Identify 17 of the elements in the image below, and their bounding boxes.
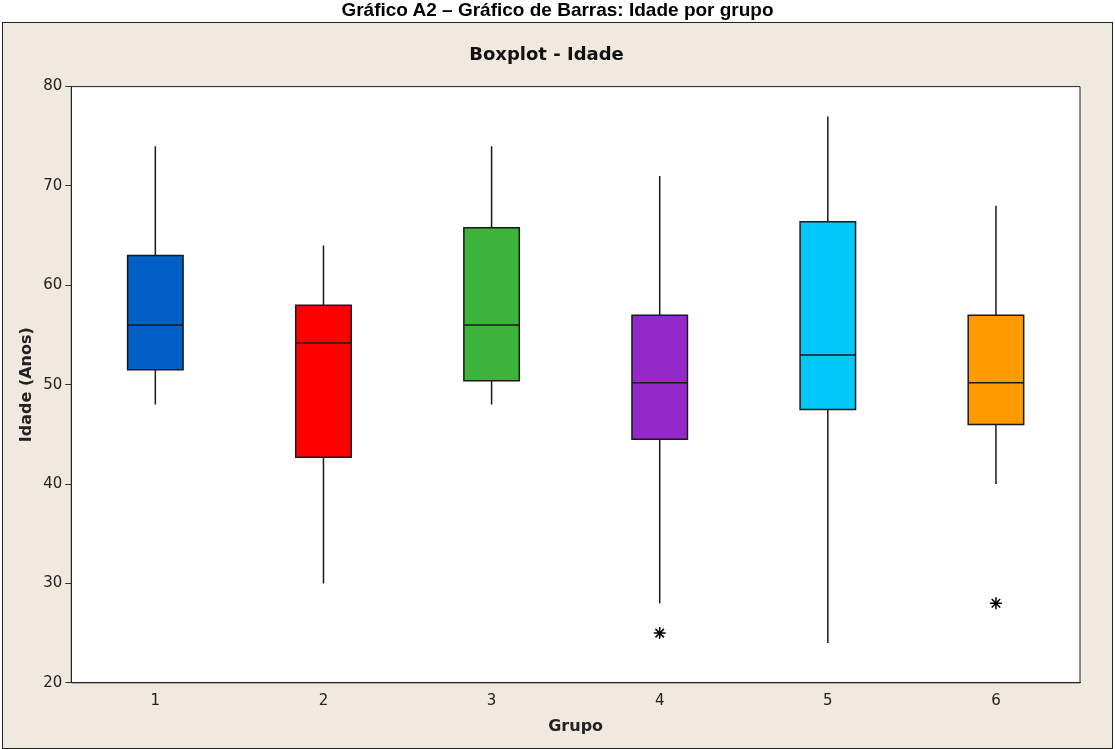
y-tick-label: 70 [43, 175, 63, 194]
y-tick-label: 30 [43, 573, 63, 592]
chart-subtitle: Boxplot - Idade [469, 43, 624, 65]
y-tick-label: 20 [43, 672, 63, 691]
y-axis-title: Idade (Anos) [15, 327, 35, 443]
chart-title: Gráfico A2 – Gráfico de Barras: Idade por grupo [340, 0, 775, 22]
y-tick-label: 50 [43, 374, 63, 393]
x-tick-label: 3 [486, 690, 497, 709]
x-axis-title: Grupo [548, 715, 604, 735]
x-tick-label: 6 [991, 690, 1001, 709]
x-tick-label: 4 [654, 690, 665, 709]
y-tick-label: 40 [43, 473, 63, 492]
x-tick-label: 2 [318, 690, 329, 709]
y-tick-label: 60 [43, 275, 63, 294]
x-tick-label: 5 [823, 690, 833, 709]
y-tick-label: 80 [43, 76, 63, 95]
x-tick-label: 1 [150, 690, 161, 709]
